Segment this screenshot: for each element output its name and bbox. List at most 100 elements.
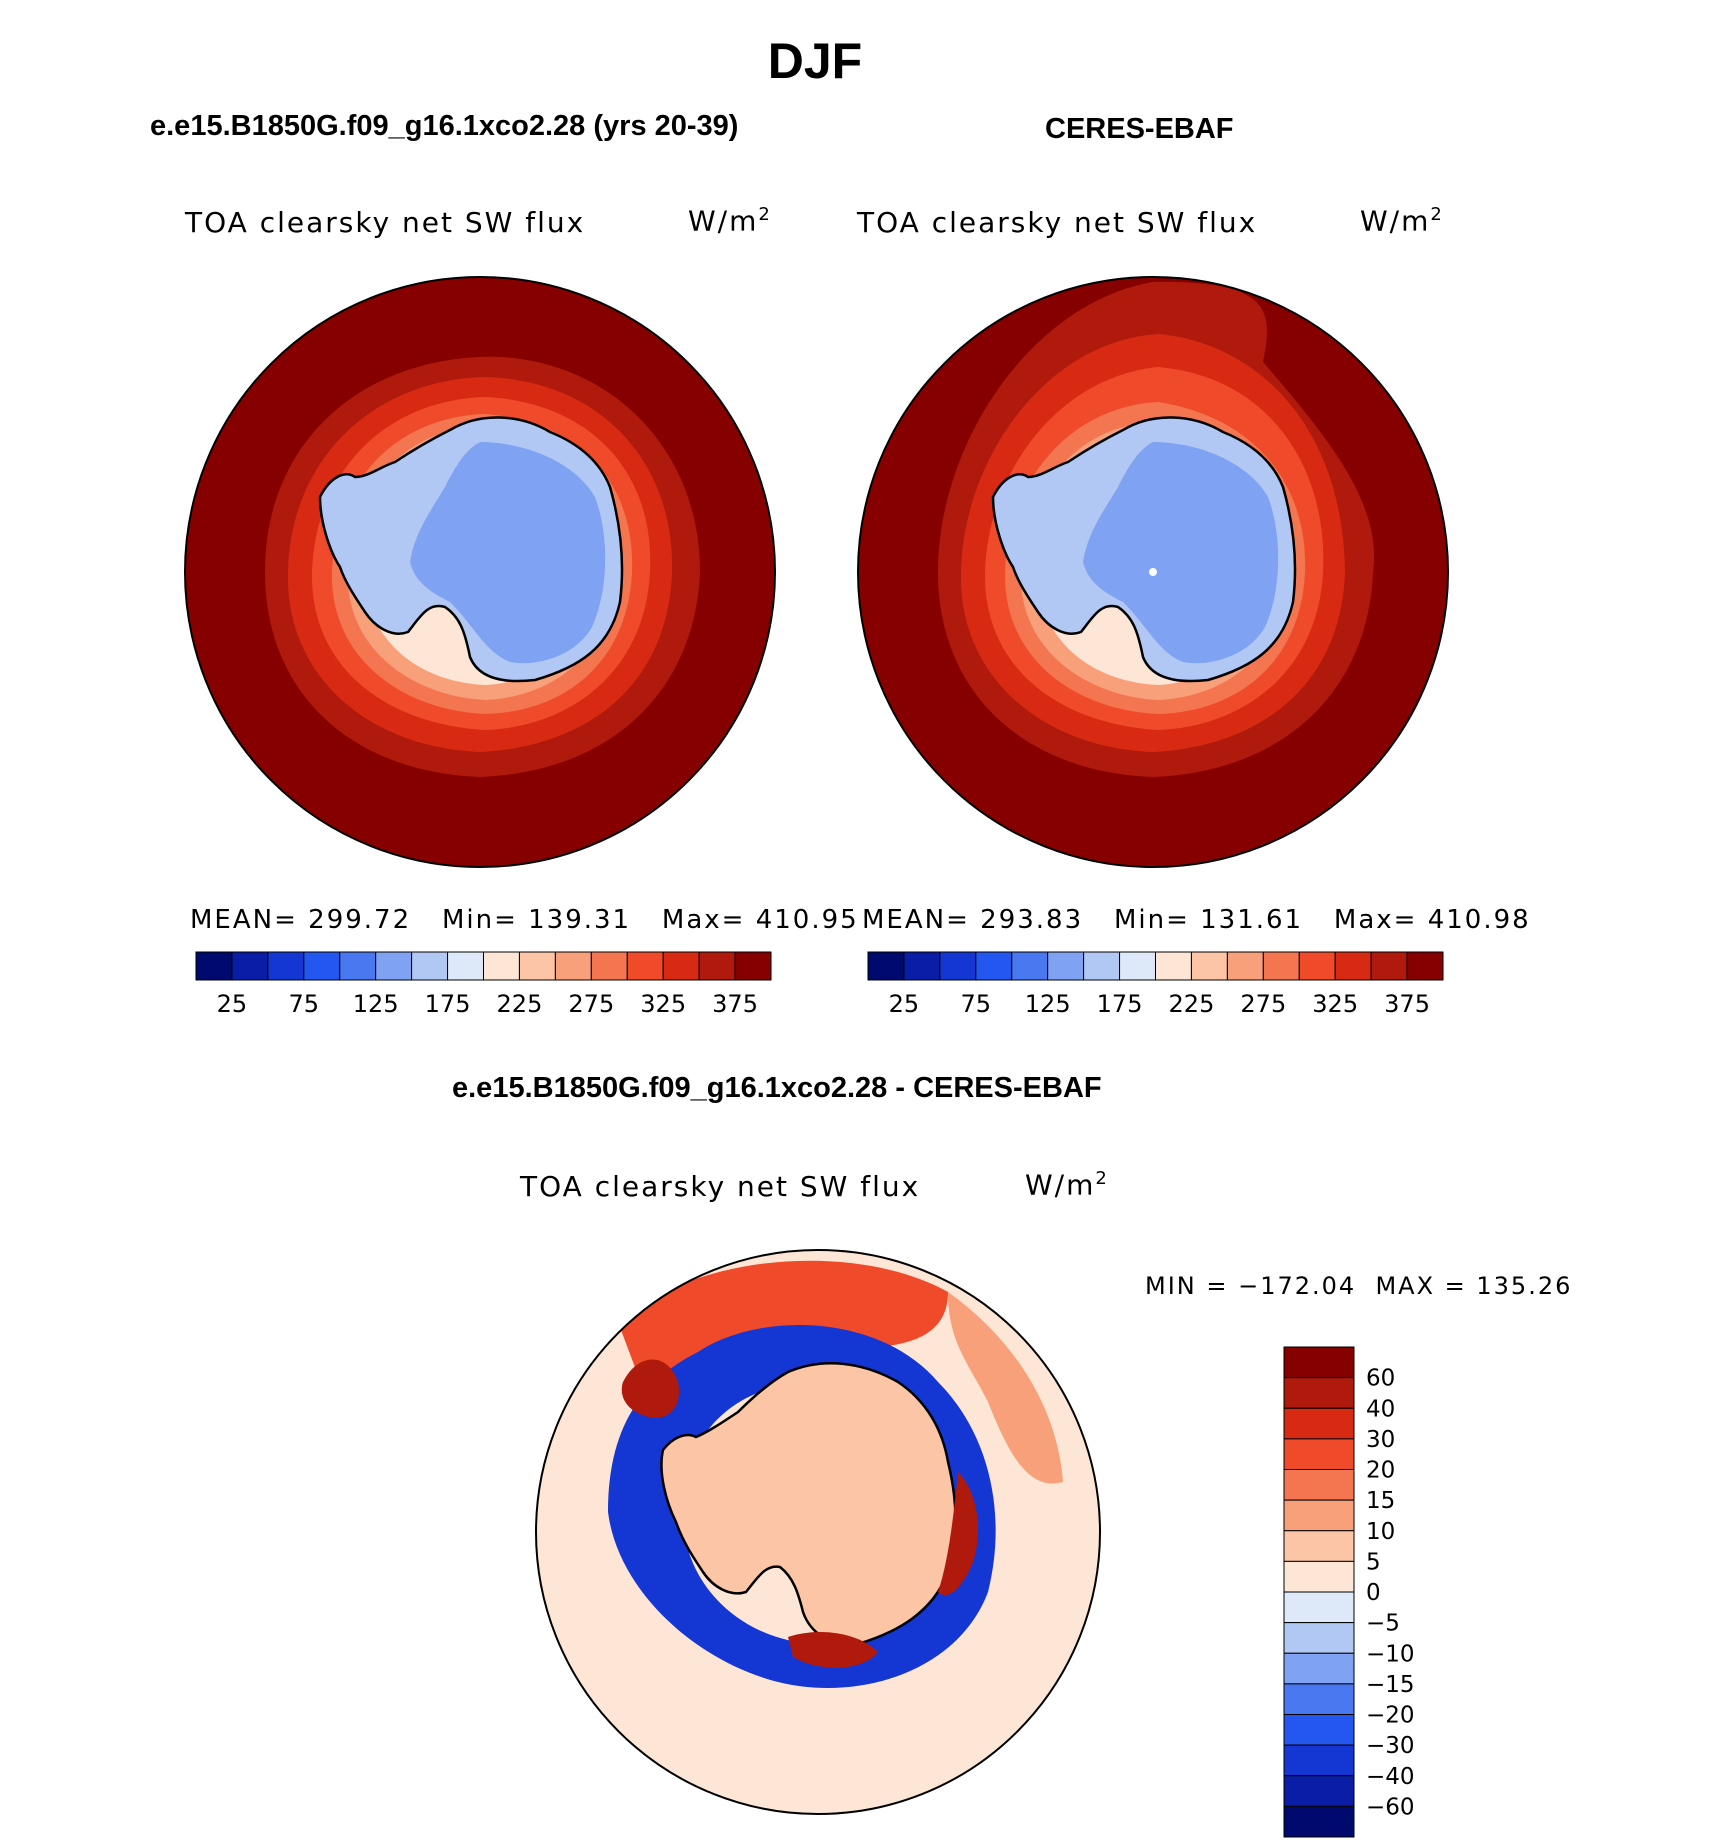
obs-colorbar-swatch: [1011, 951, 1049, 981]
diff-colorbar-tick-label: −5: [1366, 1611, 1400, 1637]
model-units: W/m: [688, 204, 759, 238]
obs-colorbar-tick-label: 225: [1169, 990, 1215, 1018]
model-colorbar-swatch: [626, 951, 664, 981]
model-colorbar: 25 75 125 175 225 275 325 375: [195, 951, 772, 1018]
diff-negative-ring: [608, 1324, 996, 1688]
model-colorbar-tick-label: 325: [640, 990, 686, 1018]
obs-min-label: Min=: [1113, 905, 1190, 935]
diff-colorbar-swatch: [1283, 1622, 1355, 1654]
diff-positive-west: [621, 1359, 679, 1418]
diff-colorbar-tick-label: −60: [1366, 1794, 1415, 1820]
diff-colorbar-tick-label: −15: [1366, 1672, 1415, 1698]
model-colorbar-tick-label: 75: [289, 990, 320, 1018]
model-colorbar-swatch: [590, 951, 628, 981]
diff-units: W/m: [1025, 1168, 1096, 1202]
obs-min-value: 131.61: [1200, 905, 1304, 935]
model-colorbar-swatch: [267, 951, 305, 981]
model-colorbar-tick-label: 375: [712, 990, 758, 1018]
obs-colorbar-tick-label: 125: [1025, 990, 1071, 1018]
obs-colorbar-tick-label: 325: [1312, 990, 1358, 1018]
obs-units-label: W/m2: [1360, 204, 1444, 237]
obs-colorbar-swatch: [903, 951, 941, 981]
model-colorbar-swatch: [231, 951, 269, 981]
obs-colorbar: 25 75 125 175 225 275 325 375: [867, 951, 1444, 1018]
diff-positive-northeast: [948, 1292, 1063, 1484]
model-min-label: Min=: [441, 905, 518, 935]
diff-colorbar-tick-label: −30: [1366, 1733, 1415, 1759]
obs-colorbar-swatch: [1190, 951, 1228, 981]
obs-colorbar-swatch: [1226, 951, 1264, 981]
diff-colorbar-swatch: [1283, 1744, 1355, 1777]
diff-units-label: W/m2: [1025, 1168, 1109, 1201]
model-colorbar-swatch: [734, 951, 772, 981]
obs-colorbar-tick-label: 75: [961, 990, 992, 1018]
obs-colorbar-swatch: [1047, 951, 1085, 981]
diff-colorbar-tick-label: −20: [1366, 1703, 1415, 1729]
diff-colorbar-swatch: [1283, 1499, 1355, 1532]
model-colorbar-swatch: [662, 951, 700, 981]
model-colorbar-swatch: [195, 951, 233, 981]
diff-colorbar-swatch: [1283, 1683, 1355, 1715]
obs-colorbar-swatch: [1406, 951, 1444, 981]
diff-colorbar-swatch: [1283, 1407, 1355, 1440]
diff-colorbar-swatch: [1283, 1560, 1355, 1593]
model-units-label: W/m2: [688, 204, 772, 237]
obs-polar-map: [857, 276, 1449, 868]
model-max-label: Max=: [661, 905, 746, 935]
obs-colorbar-swatch: [939, 951, 977, 981]
model-colorbar-swatch: [411, 951, 449, 981]
diff-colorbar-swatch: [1283, 1591, 1355, 1624]
obs-field-label: TOA clearsky net SW flux: [857, 206, 1258, 239]
obs-pole-dot: [1149, 568, 1157, 576]
diff-colorbar-swatch: [1283, 1805, 1355, 1838]
obs-colorbar-swatch: [1119, 951, 1156, 981]
model-colorbar-swatch: [483, 951, 520, 981]
diff-panel-title: e.e15.B1850G.f09_g16.1xco2.28 - CERES-EB…: [452, 1072, 1102, 1104]
model-units-sup: 2: [758, 204, 772, 225]
obs-stats: MEAN= 293.83 Min= 131.61 Max= 410.98: [862, 905, 1531, 935]
diff-colorbar-swatch: [1283, 1530, 1355, 1562]
obs-colorbar-tick-label: 275: [1240, 990, 1286, 1018]
diff-colorbar-tick-label: 5: [1366, 1549, 1381, 1575]
diff-colorbar-swatch: [1283, 1652, 1355, 1685]
diff-colorbar-swatch: [1283, 1438, 1355, 1470]
model-mean-value: 299.72: [308, 905, 412, 935]
diff-positive-south: [788, 1632, 878, 1668]
diff-colorbar: 60 40 30 20 15 10 5 0 −5 −10 −15 −20 −30 −40 −60: [1283, 1346, 1415, 1838]
obs-colorbar-swatch: [1262, 951, 1300, 981]
obs-units: W/m: [1360, 204, 1431, 238]
obs-colorbar-swatch: [1298, 951, 1336, 981]
model-colorbar-swatch: [698, 951, 736, 981]
diff-colorbar-swatch: [1283, 1469, 1355, 1501]
model-stats: MEAN= 299.72 Min= 139.31 Max= 410.95: [190, 905, 859, 935]
diff-colorbar-tick-label: 15: [1366, 1488, 1395, 1514]
diff-continent: [660, 1362, 957, 1646]
obs-mean-value: 293.83: [980, 905, 1084, 935]
diff-colorbar-tick-label: −40: [1366, 1764, 1415, 1790]
diff-colorbar-swatch: [1283, 1775, 1355, 1807]
diff-colorbar-swatch: [1283, 1377, 1355, 1409]
obs-continent-core: [1083, 442, 1279, 664]
model-colorbar-swatch: [339, 951, 377, 981]
diff-positive-east: [938, 1472, 978, 1596]
diff-colorbar-tick-label: 20: [1366, 1458, 1395, 1484]
obs-colorbar-swatch: [1083, 951, 1121, 981]
model-colorbar-swatch: [518, 951, 556, 981]
diff-field-label: TOA clearsky net SW flux: [520, 1170, 921, 1203]
diff-polar-map: [535, 1249, 1101, 1815]
obs-max-label: Max=: [1333, 905, 1418, 935]
model-max-value: 410.95: [755, 905, 859, 935]
model-colorbar-tick-label: 125: [353, 990, 399, 1018]
model-panel-title: e.e15.B1850G.f09_g16.1xco2.28 (yrs 20-39…: [150, 110, 739, 142]
diff-colorbar-tick-label: −10: [1366, 1641, 1415, 1667]
diff-minmax: MIN = −172.04 MAX = 135.26: [1145, 1272, 1573, 1300]
model-colorbar-swatch: [554, 951, 592, 981]
diff-colorbar-tick-label: 60: [1366, 1366, 1395, 1392]
model-field-label: TOA clearsky net SW flux: [185, 206, 586, 239]
model-colorbar-tick-label: 275: [568, 990, 614, 1018]
model-colorbar-swatch: [447, 951, 484, 981]
obs-colorbar-swatch: [975, 951, 1013, 981]
diff-colorbar-tick-label: 40: [1366, 1396, 1395, 1422]
obs-colorbar-tick-label: 25: [889, 990, 920, 1018]
model-colorbar-tick-label: 25: [217, 990, 248, 1018]
